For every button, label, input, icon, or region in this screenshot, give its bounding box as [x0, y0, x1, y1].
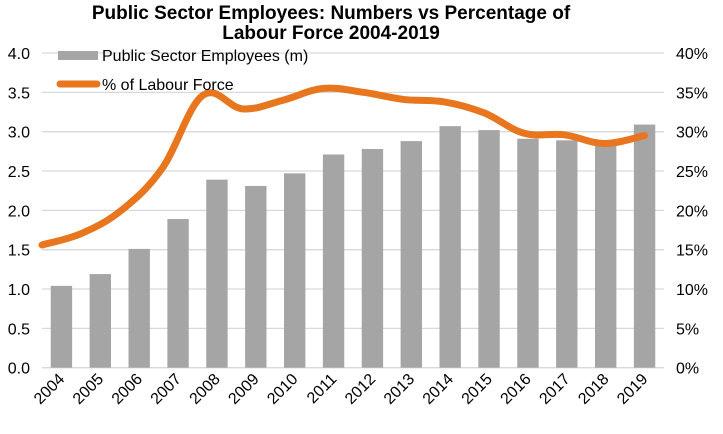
left-tick-label: 0.0 — [8, 361, 30, 378]
left-tick-label: 4.0 — [8, 46, 30, 63]
bar-2016 — [517, 138, 539, 368]
right-tick-label: 35% — [676, 85, 708, 102]
legend-label-employees: Public Sector Employees (m) — [102, 48, 308, 65]
chart-title: Public Sector Employees: Numbers vs Perc… — [92, 3, 571, 44]
right-tick-label: 40% — [676, 46, 708, 63]
x-tick-label: 2010 — [264, 371, 301, 408]
x-tick-label: 2013 — [381, 371, 418, 408]
left-tick-label: 0.5 — [8, 321, 30, 338]
bar-2013 — [400, 141, 423, 368]
legend: Public Sector Employees (m) % of Labour … — [56, 48, 308, 94]
x-axis-ticks: 2004 2005 2006 2007 2008 2009 2010 2011 2012 2013… — [31, 371, 651, 408]
left-tick-label: 3.5 — [8, 85, 30, 102]
bar-2004 — [50, 285, 73, 368]
bar-2006 — [128, 248, 150, 368]
x-tick-label: 2014 — [420, 371, 457, 408]
right-tick-label: 5% — [676, 321, 699, 338]
x-tick-label: 2012 — [342, 371, 379, 408]
chart-title-line-1: Public Sector Employees: Numbers vs Perc… — [92, 3, 571, 24]
bar-2005 — [89, 274, 112, 368]
left-tick-label: 2.5 — [8, 164, 30, 181]
right-tick-label: 30% — [676, 125, 708, 142]
bar-2007 — [167, 219, 189, 368]
x-tick-label: 2009 — [225, 371, 262, 408]
x-tick-label: 2016 — [498, 371, 535, 408]
x-tick-label: 2008 — [187, 371, 224, 408]
bar-2017 — [556, 140, 578, 368]
x-tick-label: 2011 — [304, 371, 340, 407]
right-axis-ticks: 0% 5% 10% 15% 20% 25% 30% 35% 40% — [676, 46, 708, 378]
right-tick-label: 15% — [676, 243, 708, 260]
x-tick-label: 2004 — [31, 371, 68, 408]
bar-series — [50, 124, 656, 368]
x-tick-label: 2015 — [459, 371, 496, 408]
right-tick-label: 25% — [676, 164, 708, 181]
x-tick-label: 2017 — [536, 371, 573, 408]
bar-2009 — [245, 185, 267, 368]
bar-2015 — [478, 130, 500, 368]
bar-2008 — [206, 179, 228, 368]
bar-2014 — [439, 126, 461, 368]
left-tick-label: 2.0 — [8, 203, 30, 220]
x-tick-label: 2006 — [109, 371, 146, 408]
left-tick-label: 1.0 — [8, 282, 30, 299]
right-tick-label: 10% — [676, 282, 708, 299]
legend-label-labour-force: % of Labour Force — [102, 77, 234, 94]
x-tick-label: 2007 — [148, 371, 185, 408]
left-tick-label: 1.5 — [8, 243, 30, 260]
bar-2012 — [361, 148, 384, 368]
line-points — [41, 88, 645, 246]
bar-2010 — [283, 173, 306, 368]
right-tick-label: 0% — [676, 361, 699, 378]
left-tick-label: 3.0 — [8, 125, 30, 142]
right-tick-label: 20% — [676, 203, 708, 220]
x-tick-label: 2018 — [575, 371, 612, 408]
x-tick-label: 2019 — [614, 371, 651, 408]
bar-2011 — [322, 154, 345, 368]
legend-swatch-employees — [58, 51, 98, 60]
bar-2018 — [594, 141, 617, 368]
x-tick-label: 2005 — [70, 371, 107, 408]
left-axis-ticks: 0.0 0.5 1.0 1.5 2.0 2.5 3.0 3.5 4.0 — [8, 46, 30, 378]
bar-2019 — [633, 124, 656, 368]
chart-title-line-2: Labour Force 2004-2019 — [222, 23, 440, 44]
line-series-labour-force — [38, 84, 649, 249]
